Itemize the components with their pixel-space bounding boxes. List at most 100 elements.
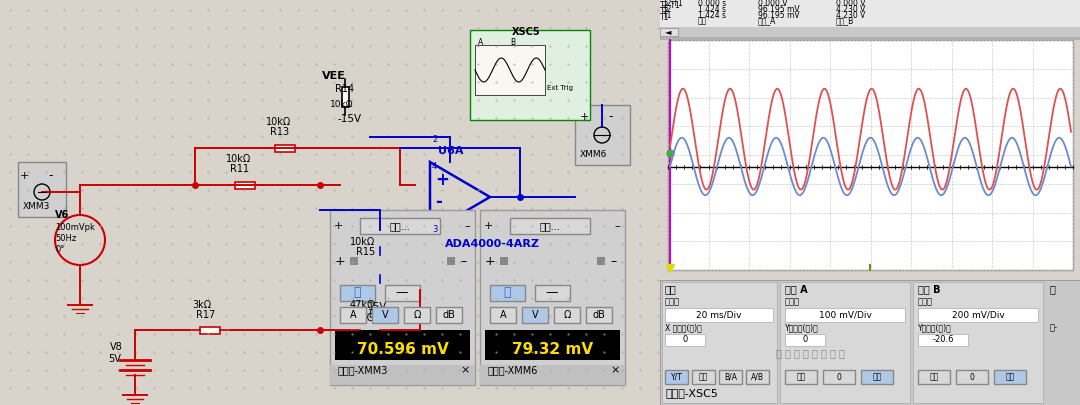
Bar	[660, 37, 1080, 40]
Text: X 轴位移(格)：: X 轴位移(格)：	[665, 323, 702, 332]
Text: 47kΩ: 47kΩ	[350, 300, 376, 310]
Text: 设置...: 设置...	[390, 221, 410, 231]
Text: +: +	[485, 255, 496, 268]
Text: Y轴位移(格)：: Y轴位移(格)：	[918, 323, 951, 332]
Bar	[350, 257, 357, 265]
Text: ADA4000-4ARZ: ADA4000-4ARZ	[445, 239, 540, 249]
Text: XMM6: XMM6	[580, 150, 607, 159]
Text: 添加: 添加	[699, 373, 708, 382]
Bar	[994, 370, 1026, 384]
Text: 示波器-XSC5: 示波器-XSC5	[665, 388, 718, 398]
Bar	[554, 307, 580, 323]
Text: 0: 0	[837, 373, 841, 382]
Text: -: -	[48, 169, 53, 182]
Text: 15V: 15V	[368, 302, 387, 312]
Text: 0.000 V: 0.000 V	[836, 0, 865, 8]
Text: -: -	[608, 110, 612, 123]
Text: ～: ～	[503, 286, 511, 300]
Text: 通道 B: 通道 B	[918, 284, 941, 294]
Text: R17: R17	[195, 310, 215, 320]
Text: 通道_A: 通道_A	[758, 17, 777, 26]
Text: 96.195 mV: 96.195 mV	[758, 4, 799, 13]
Bar	[665, 334, 705, 346]
Text: B/A: B/A	[724, 373, 737, 382]
Bar	[490, 285, 525, 301]
Text: 触: 触	[1050, 284, 1056, 294]
Text: ◄: ◄	[665, 28, 672, 36]
Text: —: —	[395, 286, 408, 300]
Bar	[665, 308, 773, 322]
Text: 交流: 交流	[796, 373, 806, 382]
Text: XSC5: XSC5	[512, 27, 541, 37]
Text: T2: T2	[660, 7, 670, 16]
Text: 3kΩ: 3kΩ	[192, 300, 211, 310]
Bar	[535, 285, 570, 301]
Text: U6A: U6A	[438, 146, 463, 156]
Bar	[475, 45, 545, 95]
Bar	[436, 307, 462, 323]
Bar	[660, 27, 1080, 37]
Bar	[660, 0, 1080, 27]
Text: +: +	[435, 171, 449, 189]
Bar	[360, 218, 440, 234]
Text: Ω: Ω	[414, 310, 421, 320]
Text: 0.000 s: 0.000 s	[698, 0, 726, 8]
Text: –: –	[615, 221, 620, 231]
Text: 1.424 s: 1.424 s	[698, 11, 726, 19]
Bar	[510, 218, 590, 234]
Text: 5V: 5V	[108, 354, 121, 364]
Bar	[785, 308, 905, 322]
Text: V8: V8	[110, 342, 123, 352]
Bar	[660, 385, 1080, 405]
Text: B: B	[510, 38, 515, 47]
Text: VCC: VCC	[361, 313, 381, 323]
Text: 刻度：: 刻度：	[918, 297, 933, 306]
FancyBboxPatch shape	[275, 145, 295, 151]
Text: 直流: 直流	[873, 373, 881, 382]
Bar	[522, 307, 548, 323]
Text: +: +	[21, 171, 29, 181]
Bar	[861, 370, 893, 384]
Text: 70.596 mV: 70.596 mV	[356, 341, 448, 356]
Text: V: V	[381, 310, 389, 320]
Bar	[956, 370, 988, 384]
Text: 10kΩ: 10kΩ	[226, 154, 252, 164]
Text: +: +	[334, 221, 342, 231]
Bar	[665, 370, 688, 384]
Bar	[480, 365, 625, 385]
Text: 时基: 时基	[665, 284, 677, 294]
Text: A/B: A/B	[751, 373, 764, 382]
Text: R15: R15	[356, 247, 375, 257]
Text: T2: T2	[663, 4, 673, 13]
Text: T1: T1	[663, 11, 673, 19]
Text: 10kΩ: 10kΩ	[350, 237, 375, 247]
Text: 2: 2	[432, 135, 437, 144]
Bar	[404, 307, 430, 323]
Text: 1.424 s: 1.424 s	[698, 4, 726, 13]
Text: +: +	[484, 221, 492, 231]
Text: T2-T1: T2-T1	[660, 1, 680, 10]
Text: Ext Trig: Ext Trig	[546, 85, 573, 91]
FancyBboxPatch shape	[360, 326, 380, 333]
Text: 0: 0	[683, 335, 688, 345]
Text: 公 众 号 工 程 狮 看 海: 公 众 号 工 程 狮 看 海	[775, 348, 845, 358]
Text: R13: R13	[270, 127, 289, 137]
Bar	[785, 334, 825, 346]
Text: Y/T: Y/T	[671, 373, 683, 382]
Bar	[918, 308, 1038, 322]
Text: A: A	[500, 310, 507, 320]
Bar	[490, 307, 516, 323]
Text: 水-: 水-	[1050, 323, 1058, 332]
Text: XMM3: XMM3	[23, 202, 51, 211]
Text: A: A	[478, 38, 483, 47]
Text: 3: 3	[432, 225, 437, 234]
Text: -15V: -15V	[338, 114, 362, 124]
Text: -20.6: -20.6	[932, 335, 954, 345]
Text: —: —	[545, 286, 558, 300]
Text: 0.000 V: 0.000 V	[758, 0, 787, 8]
Text: Ω: Ω	[564, 310, 570, 320]
Bar	[918, 334, 968, 346]
Text: 4.230 V: 4.230 V	[836, 4, 865, 13]
FancyBboxPatch shape	[377, 255, 383, 275]
Text: 直流: 直流	[1005, 373, 1014, 382]
